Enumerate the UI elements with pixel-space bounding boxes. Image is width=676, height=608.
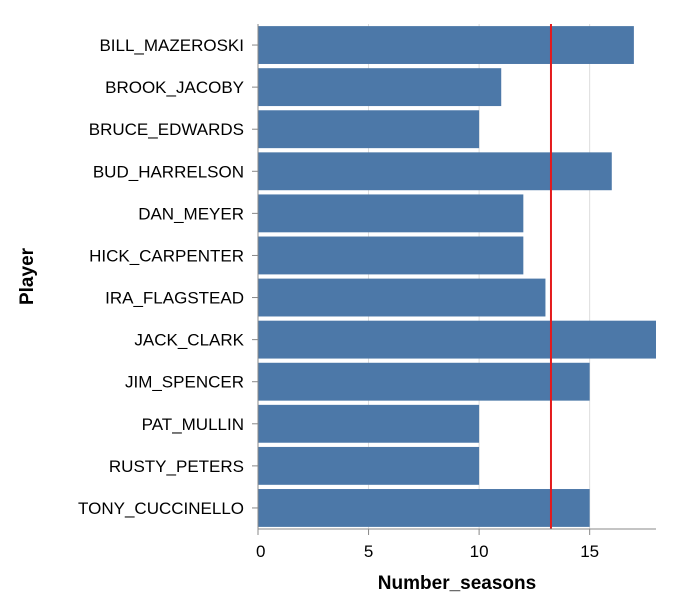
bar <box>258 362 590 401</box>
bar <box>258 489 590 527</box>
x-tick-label: 5 <box>364 542 373 561</box>
y-axis-title: Player <box>17 247 38 305</box>
y-tick-label: BILL_MAZEROSKI <box>99 36 244 55</box>
y-tick-label: JACK_CLARK <box>134 331 244 350</box>
y-tick-label: BROOK_JACOBY <box>105 78 244 97</box>
bar <box>258 320 656 359</box>
y-tick-label: RUSTY_PETERS <box>109 457 244 476</box>
bar <box>258 110 480 149</box>
y-axis-ticks: BILL_MAZEROSKI BROOK_JACOBY BRUCE_EDWARDS B… <box>78 36 258 518</box>
x-tick-label: 10 <box>470 542 489 561</box>
y-tick-label: BUD_HARRELSON <box>93 162 244 181</box>
y-tick-label: TONY_CUCCINELLO <box>78 499 244 518</box>
bar <box>258 152 612 191</box>
x-axis-ticks: 0 5 10 15 <box>256 529 599 561</box>
y-tick-label: HICK_CARPENTER <box>89 246 244 265</box>
bar <box>258 446 480 485</box>
y-tick-label: DAN_MEYER <box>138 204 244 223</box>
x-tick-label: 0 <box>256 542 265 561</box>
y-tick-label: JIM_SPENCER <box>125 373 244 392</box>
bar <box>258 278 546 317</box>
y-tick-label: IRA_FLAGSTEAD <box>105 289 244 308</box>
bar <box>258 236 524 275</box>
x-axis-title: Number_seasons <box>378 573 536 594</box>
bar <box>258 194 524 233</box>
y-tick-label: BRUCE_EDWARDS <box>89 120 244 139</box>
bar <box>258 26 634 64</box>
x-tick-label: 15 <box>580 542 599 561</box>
bars <box>258 26 656 527</box>
bar <box>258 404 480 443</box>
y-tick-label: PAT_MULLIN <box>142 415 244 434</box>
bar <box>258 68 502 107</box>
